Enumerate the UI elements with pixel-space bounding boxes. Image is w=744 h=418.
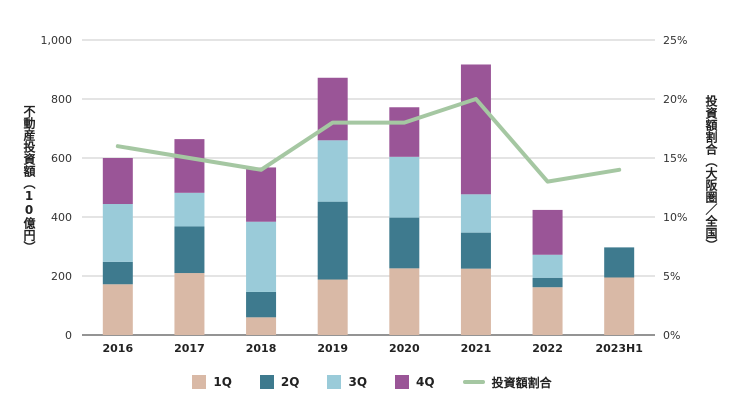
bar-2q-2018 — [246, 291, 277, 318]
x-tick-label: 2016 — [103, 342, 134, 355]
legend-item-2q: 2Q — [259, 375, 300, 389]
ratio-line-series — [115, 97, 622, 184]
bar-4q-2022 — [532, 209, 563, 255]
y-axis-right-title: 投資額割合（大阪圏／全国） — [704, 95, 718, 251]
bar-4q-2018 — [246, 167, 277, 222]
bar-2q-2023h1 — [604, 247, 635, 278]
legend-swatch-3q — [327, 375, 342, 389]
legend-item-4q: 4Q — [395, 375, 435, 389]
bar-series — [102, 64, 635, 335]
bar-3q-2020 — [389, 156, 420, 218]
bar-2q-2021 — [460, 232, 491, 269]
bar-4q-2021 — [460, 64, 491, 195]
legend: 1Q 2Q 3Q 4Q 投資額割合 — [0, 372, 744, 392]
bar-3q-2022 — [532, 254, 563, 278]
bar-3q-2019 — [317, 140, 348, 202]
x-tick-label: 2019 — [317, 342, 348, 355]
x-tick-label: 2023H1 — [595, 342, 642, 355]
y2-tick-label: 0% — [663, 329, 680, 342]
legend-item-3q: 3Q — [327, 375, 367, 389]
x-tick-label: 2022 — [532, 342, 563, 355]
legend-swatch-4q — [395, 375, 410, 389]
grid-lines — [82, 39, 655, 336]
bar-4q-2017 — [174, 139, 205, 193]
bar-3q-2021 — [460, 194, 491, 233]
y2-tick-label: 20% — [663, 93, 687, 106]
bar-2q-2016 — [102, 261, 133, 285]
bar-3q-2016 — [102, 204, 133, 262]
bar-2q-2020 — [389, 217, 420, 269]
bar-4q-2016 — [102, 158, 133, 205]
legend-label-3q: 3Q — [348, 375, 368, 389]
bar-1q-2017 — [174, 273, 205, 335]
legend-swatch-2q — [259, 375, 274, 389]
legend-label-4q: 4Q — [416, 375, 435, 389]
y-tick-label: 200 — [51, 270, 72, 283]
y2-tick-label: 25% — [663, 34, 687, 47]
bar-2q-2017 — [174, 226, 205, 274]
y-tick-label: 400 — [51, 211, 72, 224]
y2-tick-label: 10% — [663, 211, 687, 224]
bar-1q-2018 — [246, 317, 277, 335]
bar-1q-2020 — [389, 268, 420, 335]
x-tick-label: 2021 — [461, 342, 492, 355]
bar-3q-2018 — [246, 221, 277, 292]
y2-tick-label: 5% — [663, 270, 680, 283]
ratio-line — [115, 97, 622, 184]
legend-swatch-ratio — [462, 380, 485, 384]
bar-3q-2017 — [174, 192, 205, 227]
x-tick-label: 2017 — [174, 342, 205, 355]
y2-tick-label: 15% — [663, 152, 687, 165]
bar-1q-2021 — [460, 268, 491, 335]
legend-label-2q: 2Q — [280, 375, 300, 389]
y-axis-left-title: 不動産投資額（10億円） — [22, 105, 36, 253]
bar-4q-2020 — [389, 107, 420, 157]
x-tick-label: 2018 — [246, 342, 277, 355]
bar-1q-2019 — [317, 279, 348, 335]
legend-label-ratio: 投資額割合 — [491, 375, 552, 390]
x-axis-ticks: 2016 2017 2018 2019 2020 2021 2022 2023H1 — [103, 342, 643, 355]
y-axis-right-ticks: 0% 5% 10% 15% 20% 25% — [663, 34, 687, 342]
bar-2q-2019 — [317, 201, 348, 280]
y-tick-label: 1,000 — [41, 34, 73, 47]
x-tick-label: 2020 — [389, 342, 420, 355]
bar-1q-2022 — [532, 287, 563, 335]
bar-1q-2016 — [102, 284, 133, 335]
y-tick-label: 600 — [51, 152, 72, 165]
legend-item-ratio: 投資額割合 — [462, 374, 552, 391]
y-tick-label: 800 — [51, 93, 72, 106]
legend-swatch-1q — [192, 375, 207, 389]
bar-1q-2023h1 — [604, 277, 635, 335]
y-tick-label: 0 — [65, 329, 72, 342]
bar-2q-2022 — [532, 277, 563, 288]
y-axis-left-ticks: 0 200 400 600 800 1,000 — [41, 34, 73, 342]
legend-label-1q: 1Q — [213, 375, 232, 389]
legend-item-1q: 1Q — [192, 375, 232, 389]
